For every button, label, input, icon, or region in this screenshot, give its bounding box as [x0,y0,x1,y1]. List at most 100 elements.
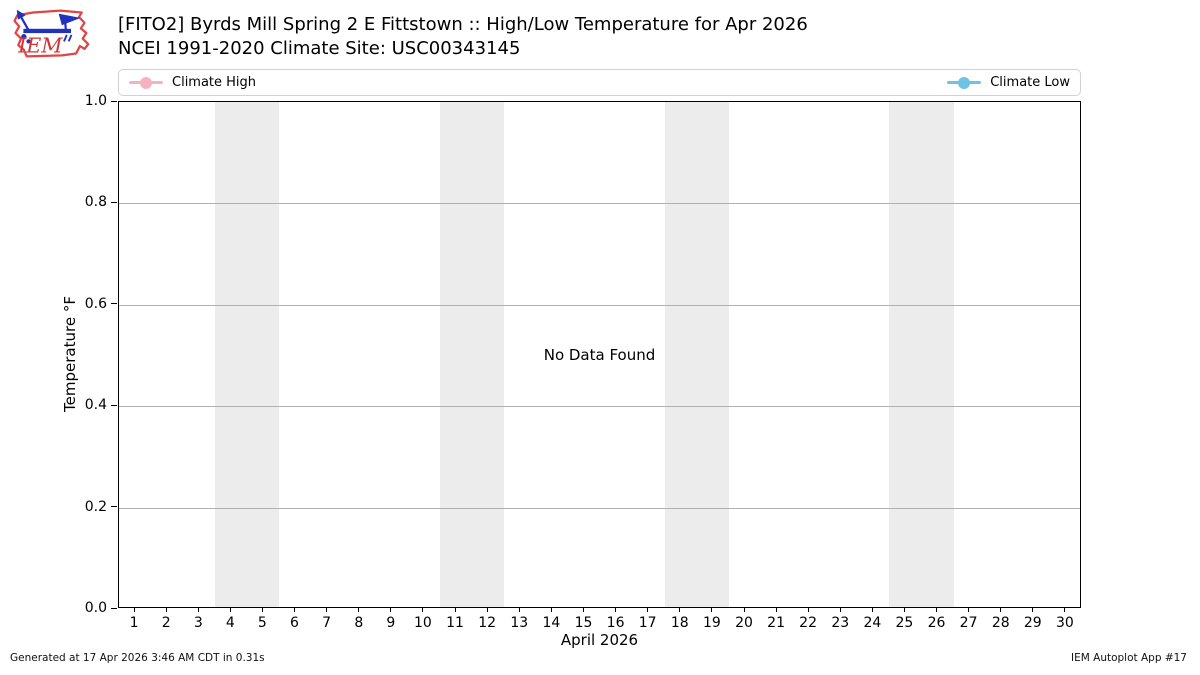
x-tick-mark [807,608,809,612]
x-tick-label: 22 [799,615,817,631]
x-tick-mark [615,608,617,612]
y-tick-mark [111,607,117,609]
x-tick-label: 17 [638,615,657,631]
y-tick-mark [111,404,117,406]
x-tick-mark [550,608,552,612]
x-tick-mark [968,608,970,612]
x-tick-label: 27 [959,615,978,631]
x-tick-label: 7 [322,615,332,631]
x-tick-label: 18 [670,615,689,631]
chart-title: [FITO2] Byrds Mill Spring 2 E Fittstown … [118,14,808,35]
x-tick-label: 13 [510,615,529,631]
x-tick-label: 14 [542,615,561,631]
y-tick-label: 0.6 [84,295,107,312]
x-tick-mark [294,608,295,612]
x-tick-label: 25 [895,615,914,631]
x-tick-label: 2 [161,615,171,631]
x-tick-label: 23 [831,615,850,631]
y-tick-label: 0.2 [84,498,107,515]
x-tick-label: 26 [927,615,946,631]
x-tick-label: 12 [478,615,497,631]
iem-logo: IEM [8,3,92,63]
x-tick-label: 20 [735,615,753,631]
y-tick-mark [111,506,117,508]
x-tick-mark [936,608,937,612]
x-tick-mark [422,608,424,612]
y-tick-label: 0.0 [84,600,107,616]
x-tick-mark [711,608,713,612]
iowa-outline-icon: IEM [13,9,90,58]
x-tick-label: 21 [767,615,785,631]
gridline [119,406,1080,408]
x-tick-mark [454,608,456,612]
x-tick-mark [261,608,263,612]
x-tick-label: 19 [702,615,721,631]
x-tick-mark [518,608,520,612]
x-tick-label: 5 [257,615,267,631]
x-tick-mark [871,608,873,612]
weekend-band [664,102,729,607]
x-tick-mark [165,608,167,612]
climate-high-marker-icon [129,76,163,90]
weekend-band [889,102,954,607]
gridline [119,304,1080,306]
x-tick-mark [743,608,745,612]
x-tick-mark [679,608,681,612]
x-tick-label: 8 [354,615,364,631]
x-tick-mark [775,608,777,612]
x-tick-label: 9 [386,615,396,631]
x-tick-mark [1032,608,1034,612]
x-tick-mark [229,608,231,612]
x-tick-mark [903,608,905,612]
y-tick-label: 0.4 [84,397,107,414]
y-tick-mark [111,201,117,203]
iem-logo-text: IEM [17,34,63,58]
x-tick-label: 11 [446,615,464,631]
app-credit: IEM Autoplot App #17 [1071,652,1187,664]
y-tick-mark [111,100,117,102]
x-tick-mark [1000,608,1002,612]
x-tick-mark [358,608,360,612]
legend: Climate High Climate Low [118,69,1081,96]
climate-low-marker-icon [947,76,982,90]
legend-label-climate-high: Climate High [172,75,257,90]
x-tick-label: 30 [1055,615,1074,631]
weekend-band [440,102,505,607]
x-tick-label: 3 [193,615,203,631]
x-tick-mark [486,608,488,612]
x-tick-mark [647,608,649,612]
x-tick-mark [583,608,584,612]
x-tick-mark [390,608,392,612]
x-tick-label: 15 [574,615,593,631]
x-tick-label: 29 [1023,615,1042,631]
x-tick-label: 28 [991,615,1010,631]
x-tick-label: 6 [290,615,299,631]
x-tick-mark [839,608,841,612]
x-axis-label: April 2026 [560,631,639,649]
y-tick-label: 0.8 [84,194,107,211]
y-axis-label: Temperature °F [61,296,79,412]
gridline [119,203,1080,205]
chart-subtitle: NCEI 1991-2020 Climate Site: USC00343145 [118,38,521,59]
x-tick-mark [133,608,135,612]
no-data-message: No Data Found [543,345,656,364]
gridline [119,507,1080,509]
weathervane-icon [16,9,81,44]
legend-label-climate-low: Climate Low [990,75,1070,90]
x-tick-label: 16 [606,615,625,631]
weekend-band [215,102,280,607]
x-tick-label: 4 [225,615,235,631]
legend-item-climate-low: Climate Low [947,75,1070,90]
x-tick-mark [197,608,199,612]
legend-item-climate-high: Climate High [129,75,256,90]
y-tick-label: 1.0 [84,93,107,109]
x-tick-mark [326,608,328,612]
x-tick-label: 1 [129,615,139,631]
x-tick-mark [1064,608,1066,612]
generated-timestamp: Generated at 17 Apr 2026 3:46 AM CDT in … [10,652,265,664]
x-tick-label: 10 [413,615,432,631]
plot-area: No Data Found [118,101,1081,608]
x-tick-label: 24 [863,615,882,631]
y-tick-mark [111,303,117,305]
